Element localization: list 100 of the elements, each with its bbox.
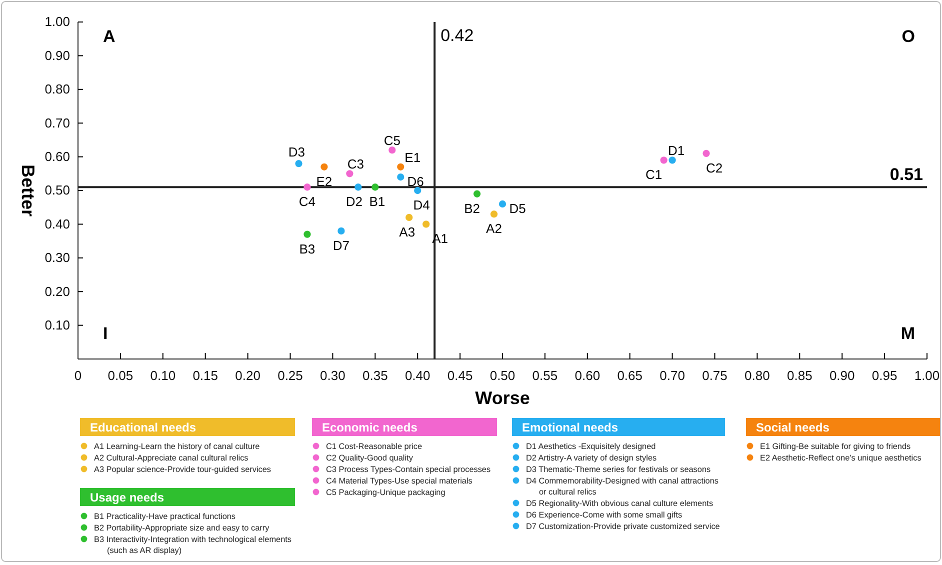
x-tick-label: 0.15 [192,368,218,384]
text: D6 Experience-Come with some small gifts [526,510,682,520]
point [320,163,328,170]
ref-line-label: 0.51 [890,165,923,184]
point [422,220,430,228]
y-tick-label: 1.00 [44,14,70,30]
annotation: O [902,27,915,46]
text: Social needs [756,420,830,434]
text: A3 Popular science-Provide tour-guided services [94,465,272,474]
text: C2 Quality-Good quality [326,454,414,462]
text: E1 Gifting-Be suitable for giving to friends [760,442,911,451]
annotation: E1 [404,150,421,165]
text: Emotional needs [522,420,618,434]
annotation: D4 [413,198,430,212]
annotation: D2 [346,194,362,210]
annotation: D6 [407,174,424,190]
y-tick-label: 0.40 [44,216,70,232]
annotation: C2 [706,160,723,176]
point [304,230,311,238]
x-tick-label: 0.95 [872,368,898,384]
annotation: B1 [369,194,386,210]
text: C3 Process Types-Contain special processes [326,465,491,474]
annotation: D7 [332,238,350,253]
x-tick-label: 0.40 [404,368,430,384]
y-tick-label: 0.70 [44,115,70,130]
point [388,146,396,154]
point [668,156,676,164]
text: E2 Aesthetic-Reflect one's unique aesthetics [760,454,922,462]
text: C4 Material Types-Use special materials [326,476,472,486]
annotation: B3 [299,241,316,256]
x-tick-label: 0.90 [829,368,855,384]
text: B1 Practicality-Have practical functions [94,512,236,521]
annotation: C5 [384,133,400,148]
text: Usage needs [90,490,164,504]
text: B2 Portability-Appropriate size and easy to carry [94,524,270,532]
text: B3 Interactivity-Integration with technological elements (such as AR display) [94,535,292,555]
x-tick-label: 0.05 [108,368,134,384]
point [397,163,404,170]
text: D1 Aesthetics -Exquisitely designed [526,442,656,451]
x-tick-label: 0.25 [278,368,303,384]
annotation: D5 [509,200,526,216]
annotation: E2 [316,174,332,189]
annotation: C1 [645,167,662,182]
annotation: C4 [298,194,316,210]
point [346,170,354,178]
y-tick-label: 0.50 [44,182,70,198]
point [414,186,422,194]
y-tick-label: 0.80 [44,82,70,97]
point [490,210,498,218]
y-tick-label: 0.30 [44,250,70,266]
x-tick-label: 0.70 [660,368,685,384]
point [660,156,668,164]
text: C1 Cost-Reasonable price [326,442,422,451]
text: D7 Customization-Provide private customized service [526,522,720,531]
text: Educational needs [90,420,196,434]
x-tick-label: 0.60 [574,368,600,384]
x-tick-label: 0.20 [235,368,260,384]
point [498,200,506,208]
annotation: D3 [288,144,306,160]
y-tick-label: 0.90 [44,48,70,63]
x-tick-label: 0.55 [532,368,558,384]
x-tick-label: 0.65 [617,368,643,384]
x-tick-label: 0.50 [490,368,516,384]
text: D2 Artistry-A variety of design styles [526,454,657,462]
point [295,160,302,168]
annotation: C3 [347,156,364,172]
text: D4 Commemorability-Designed with canal attractions or cultural relics [526,476,718,496]
x-tick-label: 0.45 [447,368,473,384]
x-axis-title: Worse [475,388,530,408]
y-axis-title: Better [18,164,38,217]
x-tick-label: 0.30 [320,368,346,384]
point [372,184,379,191]
x-tick-label: 0.85 [786,368,812,384]
annotation: I [103,324,108,343]
x-tick-label: 0.35 [362,368,388,384]
point [354,184,362,191]
text: A1 Learning-Learn the history of canal culture [94,442,260,451]
annotation: D1 [668,143,685,158]
text: Economic needs [322,420,418,434]
x-tick-label: 0.75 [702,368,728,384]
annotation: M [900,324,915,343]
point [406,214,413,222]
x-tick-label: 0.80 [744,368,770,384]
point [473,190,481,198]
annotation: A2 [486,221,502,236]
y-tick-label: 0.10 [44,317,70,332]
y-tick-label: 0.20 [44,284,70,299]
annotation: B2 [464,200,480,216]
x-tick-label: 0 [74,368,82,384]
point [397,173,404,181]
y-tick-label: 0.60 [44,148,70,164]
x-tick-label: 0.10 [150,368,176,384]
point [702,150,710,157]
x-tick-label: 1.00 [914,368,940,384]
ref-line-label: 0.42 [440,26,474,45]
annotation: A [103,27,116,46]
point [304,184,311,191]
text: D5 Regionality-With obvious canal culture elements [526,499,714,508]
annotation: A3 [399,224,416,240]
point [338,227,345,234]
